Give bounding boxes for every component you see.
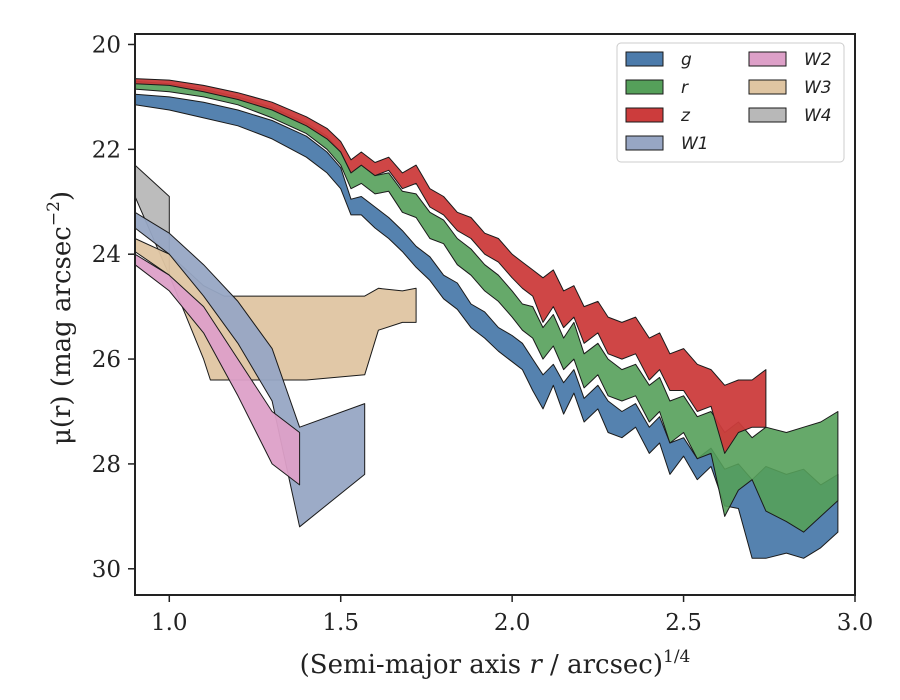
band-r — [134, 80, 839, 533]
legend-label-r: r — [681, 78, 689, 98]
band-w3 — [134, 238, 417, 381]
x-axis-label-suffix: / arcsec) — [542, 650, 663, 680]
y-tick-label: 20 — [92, 32, 121, 58]
legend-label-z: z — [680, 106, 691, 126]
x-tick-label: 2.0 — [494, 610, 531, 636]
legend-label-g: g — [681, 50, 692, 70]
axis-ticks: 1.0 1.5 2.0 2.5 3.0 20 22 24 26 28 30 — [92, 32, 874, 636]
x-tick-label: 1.0 — [151, 610, 188, 636]
band-w1 — [134, 211, 366, 528]
x-axis-label: (Semi-major axis r / arcsec)1/4 — [300, 647, 691, 680]
y-axis-label-close: ) — [47, 191, 77, 201]
x-tick-label: 3.0 — [837, 610, 874, 636]
x-axis-label-superscript: 1/4 — [663, 647, 690, 667]
y-tick-label: 24 — [92, 242, 121, 268]
legend-swatch-w2 — [748, 51, 787, 67]
x-tick-label: 1.5 — [322, 610, 359, 636]
legend-swatch-g — [625, 51, 664, 67]
legend-swatch-w4 — [748, 107, 787, 123]
y-axis-label-main: μ(r) (mag arcsec — [47, 226, 77, 445]
plot-frame — [134, 33, 856, 596]
legend-label-w4: W4 — [804, 106, 832, 126]
band-w2 — [134, 253, 301, 486]
legend-swatch-w1 — [625, 135, 664, 151]
legend-label-w2: W2 — [804, 50, 832, 70]
legend-box — [616, 42, 845, 163]
y-tick-label: 22 — [92, 137, 121, 163]
x-axis-label-prefix: (Semi-major axis — [300, 650, 530, 680]
y-axis-label: μ(r) (mag arcsec−2) — [44, 191, 77, 445]
legend-swatch-z — [625, 107, 664, 123]
y-tick-label: 26 — [92, 347, 121, 373]
legend-swatch-r — [625, 79, 664, 95]
x-axis-label-symbol: r — [529, 650, 543, 680]
x-tick-label: 2.5 — [665, 610, 702, 636]
band-z — [134, 78, 767, 454]
y-tick-label: 28 — [92, 452, 121, 478]
legend: grz W1 W2 W3 W4 — [616, 42, 845, 163]
band-g — [134, 93, 839, 559]
chart-areas — [134, 78, 839, 559]
y-tick-label: 30 — [92, 557, 121, 583]
y-axis-label-superscript: −2 — [44, 201, 64, 226]
legend-swatch-w3 — [748, 79, 787, 95]
legend-label-w3: W3 — [804, 78, 832, 98]
legend-label-w1: W1 — [681, 134, 709, 154]
